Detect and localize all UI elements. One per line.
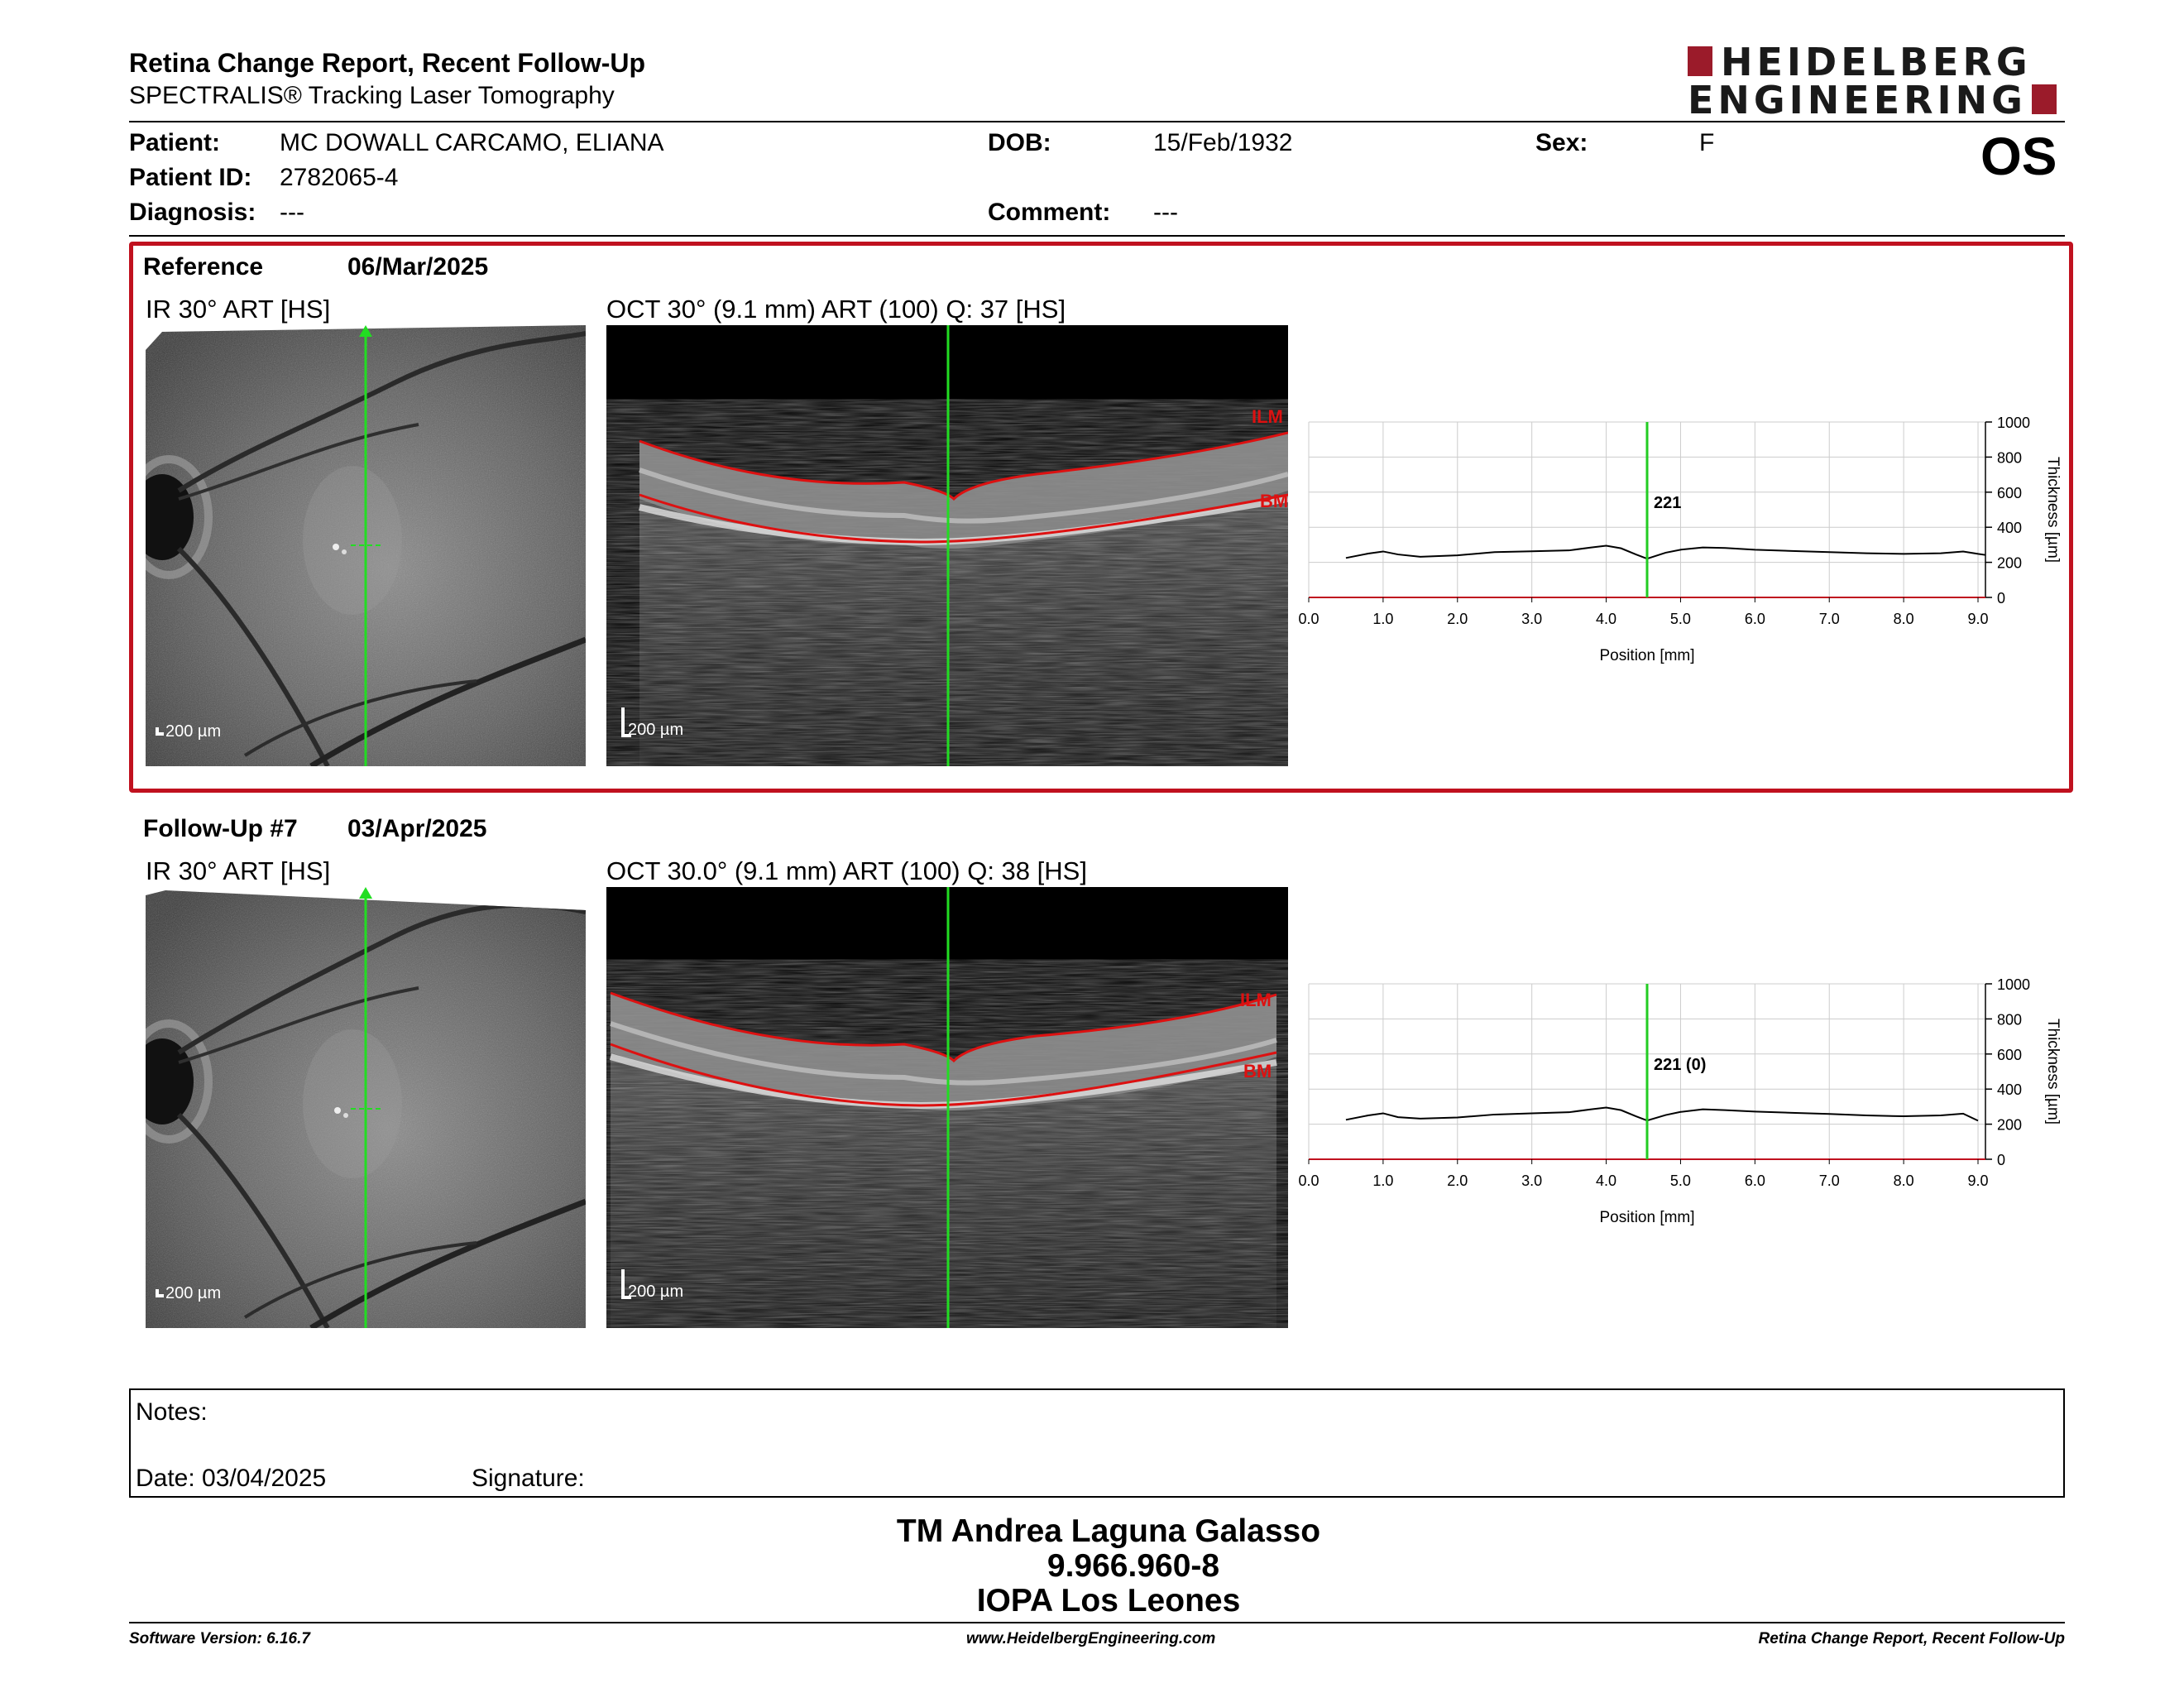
followup-chart-x-tick-label: 4.0 [1596,1172,1616,1189]
reference-chart-y-tick-label: 200 [1997,555,2022,572]
notes-box [129,1388,2065,1498]
followup-ir-label: IR 30° ART [HS] [146,856,331,885]
followup-chart-y-tick-label: 0 [1997,1152,2005,1168]
reference-ilm-label: ILM [1252,406,1283,427]
dob-value: 15/Feb/1932 [1153,129,1293,156]
reference-chart-x-tick-label: 8.0 [1894,611,1914,627]
reference-ir-scale: 200 µm [165,722,222,741]
reference-chart-y-axis-label: Thickness [µm] [2044,457,2062,563]
followup-chart-y-tick-label: 600 [1997,1047,2022,1063]
followup-chart-x-tick-label: 9.0 [1967,1172,1988,1189]
followup-chart-x-tick-label: 1.0 [1372,1172,1393,1189]
reference-label: Reference [143,253,264,281]
diagnosis-label: Diagnosis: [129,199,256,226]
followup-oct-image[interactable]: ILM BM 200 µm [606,887,1288,1328]
reference-thickness-chart: 0.0 1.0 2.0 3.0 4.0 5.0 6.0 7.0 8.0 9.0 0 200 400 600… [1298,414,2076,679]
followup-label: Follow-Up #7 [143,815,298,842]
followup-chart-x-tick-label: 8.0 [1894,1172,1914,1189]
patient-name: MC DOWALL CARCAMO, ELIANA [280,129,664,156]
sex-value: F [1699,129,1715,156]
followup-chart-x-tick-label: 5.0 [1670,1172,1691,1189]
signature-block: TM Andrea Laguna Galasso 9.966.960-8 IOP… [852,1514,1365,1618]
heidelberg-logo: HEIDELBERG ENGINEERING [1688,40,2068,122]
reference-chart-y-tick-label: 600 [1997,485,2022,501]
followup-chart-x-axis-label: Position [mm] [1599,1209,1694,1226]
report-subtitle: SPECTRALIS® Tracking Laser Tomography [129,82,615,109]
reference-chart-marker-label: 221 [1654,494,1681,512]
followup-chart-y-tick-label: 400 [1997,1081,2022,1098]
signer-name: TM Andrea Laguna Galasso [896,1513,1321,1549]
reference-oct-image[interactable]: ILM BM 200 µm [606,325,1288,766]
reference-chart-x-tick-label: 9.0 [1967,611,1988,627]
reference-bm-label: BM [1260,491,1288,511]
eye-laterality: OS [1980,127,2057,186]
reference-oct-label: OCT 30° (9.1 mm) ART (100) Q: 37 [HS] [606,295,1066,324]
followup-chart-x-tick-label: 2.0 [1447,1172,1468,1189]
software-version: Software Version: 6.16.7 [129,1630,310,1647]
followup-ilm-label: ILM [1240,990,1272,1010]
followup-chart-thickness-line [1345,1106,1979,1122]
logo-square-bottom [2032,84,2057,114]
footer-divider [129,1622,2065,1623]
patient-id-label: Patient ID: [129,164,252,191]
comment-label: Comment: [988,199,1111,226]
signer-id: 9.966.960-8 [1046,1548,1220,1584]
reference-date: 06/Mar/2025 [347,253,489,281]
followup-date: 03/Apr/2025 [347,815,487,842]
followup-oct-label: OCT 30.0° (9.1 mm) ART (100) Q: 38 [HS] [606,856,1087,885]
notes-date: Date: 03/04/2025 [136,1465,327,1492]
followup-bm-label: BM [1243,1061,1272,1081]
followup-ir-image[interactable]: 200 µm [146,887,586,1328]
reference-chart-y-tick-label: 400 [1997,520,2022,536]
patient-divider [129,235,2065,237]
followup-chart-y-tick-label: 1000 [1997,976,2030,993]
followup-ir-scale: 200 µm [165,1284,222,1302]
reference-ir-label: IR 30° ART [HS] [146,295,331,324]
followup-thickness-chart: 0.0 1.0 2.0 3.0 4.0 5.0 6.0 7.0 8.0 9.0 0 200 400 600… [1298,976,2076,1240]
logo-line-2: ENGINEERING [1688,78,2027,122]
reference-section [129,242,2073,793]
reference-chart-thickness-line [1345,544,1986,560]
followup-chart-x-tick-label: 0.0 [1299,1172,1320,1189]
reference-chart-x-tick-label: 4.0 [1596,611,1616,627]
signer-institution: IOPA Los Leones [976,1583,1241,1618]
patient-name-label: Patient: [129,129,221,156]
logo-square-top [1688,46,1712,76]
reference-chart-x-tick-label: 1.0 [1372,611,1393,627]
report-title: Retina Change Report, Recent Follow-Up [129,48,646,78]
diagnosis-value: --- [280,199,304,226]
followup-chart-x-tick-label: 7.0 [1819,1172,1840,1189]
patient-id: 2782065-4 [280,164,399,191]
reference-oct-scale: 200 µm [628,721,684,739]
sex-label: Sex: [1535,129,1588,156]
header-divider [129,121,2065,122]
followup-chart-y-tick-label: 800 [1997,1011,2022,1028]
footer-report-name: Retina Change Report, Recent Follow-Up [1758,1630,2065,1647]
reference-chart-y-tick-label: 0 [1997,590,2005,607]
reference-chart-y-tick-label: 1000 [1997,415,2030,431]
followup-chart-x-tick-label: 6.0 [1745,1172,1765,1189]
signature-label: Signature: [472,1465,585,1492]
dob-label: DOB: [988,129,1051,156]
reference-chart-x-tick-label: 3.0 [1521,611,1542,627]
followup-chart-marker-label: 221 (0) [1654,1056,1706,1074]
comment-value: --- [1153,199,1178,226]
reference-chart-x-tick-label: 5.0 [1670,611,1691,627]
followup-oct-scale: 200 µm [628,1283,684,1301]
notes-label: Notes: [136,1398,208,1426]
reference-chart-x-tick-label: 6.0 [1745,611,1765,627]
followup-chart-x-tick-label: 3.0 [1521,1172,1542,1189]
reference-chart-x-axis-label: Position [mm] [1599,647,1694,664]
reference-ir-image[interactable]: 200 µm [146,325,586,766]
followup-chart-y-axis-label: Thickness [µm] [2044,1019,2062,1125]
followup-chart-y-tick-label: 200 [1997,1117,2022,1134]
reference-chart-y-tick-label: 800 [1997,449,2022,466]
website-link[interactable]: www.HeidelbergEngineering.com [966,1630,1216,1647]
reference-chart-x-tick-label: 0.0 [1299,611,1320,627]
reference-chart-x-tick-label: 7.0 [1819,611,1840,627]
logo-line-1: HEIDELBERG [1721,40,2032,84]
reference-chart-x-tick-label: 2.0 [1447,611,1468,627]
